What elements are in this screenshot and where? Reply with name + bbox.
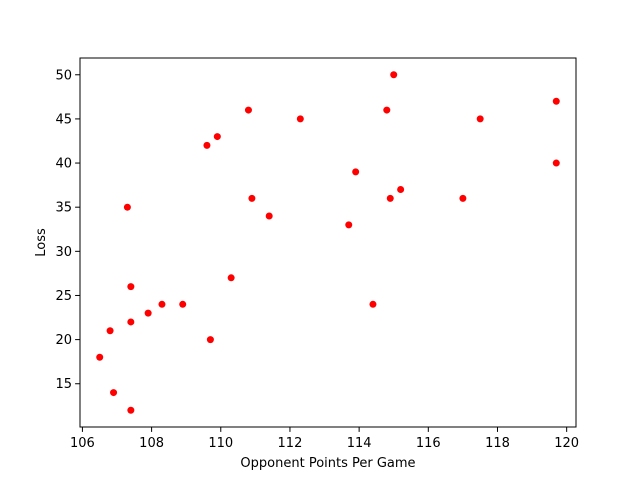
data-point-28 — [552, 97, 560, 105]
data-point-3 — [110, 389, 118, 397]
x-tick-label-116: 116 — [416, 436, 441, 451]
x-tick-label-114: 114 — [347, 436, 372, 451]
data-point-17 — [265, 212, 273, 220]
data-point-24 — [390, 71, 398, 79]
data-point-23 — [386, 194, 394, 202]
data-point-10 — [179, 300, 187, 308]
x-tick-label-118: 118 — [485, 436, 510, 451]
data-point-26 — [459, 194, 467, 202]
data-point-18 — [296, 115, 304, 123]
data-point-15 — [244, 106, 252, 114]
plot-frame — [79, 57, 577, 428]
y-tick-label-40: 40 — [55, 157, 72, 172]
data-point-29 — [552, 159, 560, 167]
y-tick-label-20: 20 — [55, 333, 72, 348]
x-tick-label-112: 112 — [278, 436, 303, 451]
plot-area — [80, 58, 576, 427]
data-point-5 — [127, 283, 135, 291]
data-point-27 — [476, 115, 484, 123]
x-axis-label: Opponent Points Per Game — [240, 456, 415, 471]
data-points — [96, 71, 560, 414]
data-point-13 — [213, 133, 221, 141]
data-point-20 — [352, 168, 360, 176]
y-tick-label-35: 35 — [55, 201, 72, 216]
x-tick-label-106: 106 — [70, 436, 95, 451]
data-point-4 — [123, 203, 131, 211]
y-tick-label-50: 50 — [55, 68, 72, 83]
data-point-9 — [158, 300, 166, 308]
y-tick-label-45: 45 — [55, 112, 72, 127]
data-point-12 — [206, 336, 214, 344]
data-point-22 — [383, 106, 391, 114]
x-tick-label-110: 110 — [208, 436, 233, 451]
x-axis-ticks: 106 108 110 112 114 116 118 120 — [70, 427, 579, 451]
data-point-2 — [106, 327, 114, 335]
data-point-11 — [203, 141, 211, 149]
data-point-1 — [96, 353, 104, 361]
x-tick-label-120: 120 — [554, 436, 579, 451]
y-tick-label-25: 25 — [55, 289, 72, 304]
data-point-21 — [369, 300, 377, 308]
data-point-19 — [345, 221, 353, 229]
x-tick-label-108: 108 — [139, 436, 164, 451]
data-point-16 — [248, 194, 256, 202]
y-axis-ticks: 15 20 25 30 35 40 45 50 — [55, 68, 80, 392]
y-tick-label-30: 30 — [55, 245, 72, 260]
data-point-7 — [127, 406, 135, 414]
y-axis-label: Loss — [34, 228, 49, 257]
data-point-6 — [127, 318, 135, 326]
data-point-14 — [227, 274, 235, 282]
data-point-25 — [397, 186, 405, 194]
y-tick-label-15: 15 — [55, 377, 72, 392]
data-point-8 — [144, 309, 152, 317]
